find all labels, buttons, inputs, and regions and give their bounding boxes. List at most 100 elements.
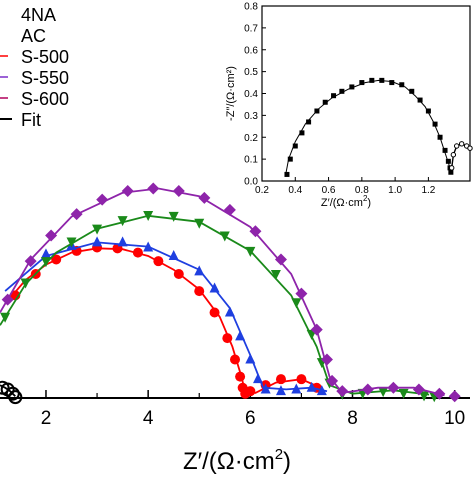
data-point-s-600 (249, 225, 262, 238)
data-point-s-600 (274, 253, 287, 266)
data-point-blue-series (224, 306, 235, 317)
data-point-s-500 (209, 307, 220, 318)
inset-y-tick-label: 0.5 (244, 67, 258, 78)
inset-data-point (432, 121, 438, 127)
inset-data-point (369, 77, 375, 83)
data-point-s-600 (361, 383, 374, 396)
inset-data-point (448, 169, 454, 175)
inset-data-point (425, 108, 431, 114)
data-point-blue-series (117, 236, 128, 247)
inset-y-axis-label: -Z″/(Ω·cm²) (225, 66, 237, 121)
data-point-green-series (291, 298, 302, 309)
x-tick-label: 6 (245, 408, 256, 429)
legend-label-ac: AC (21, 26, 46, 46)
legend-label-fit: Fit (21, 110, 41, 130)
data-point-s-600 (96, 193, 109, 206)
inset-data-point (331, 93, 337, 99)
inset-x-tick-label: 0.8 (355, 185, 369, 196)
inset-data-point (417, 97, 423, 103)
inset-y-tick-label: 0.4 (244, 89, 258, 100)
data-point-blue-series (245, 353, 256, 364)
inset-data-point (389, 80, 395, 86)
data-point-s-500 (51, 254, 62, 265)
data-point-green-series (378, 387, 389, 398)
inset-data-point (445, 158, 451, 164)
data-point-green-series (419, 391, 430, 402)
data-point-s-500 (173, 269, 184, 279)
data-point-blue-series (316, 385, 327, 396)
data-point-s-600 (336, 385, 349, 398)
fit-line-s-600 (0, 187, 445, 397)
inset-x-tick-label: 1.2 (421, 185, 435, 196)
data-point-green-series (20, 278, 31, 289)
x-axis-label-superscript: 2 (275, 446, 283, 463)
inset-loop-point (467, 145, 473, 151)
legend-label-s-550: S-550 (21, 68, 69, 88)
data-point-blue-series (40, 248, 51, 259)
data-point-green-series (219, 231, 230, 242)
inset-fit-line (284, 79, 452, 177)
data-point-4na (5, 386, 20, 401)
data-point-blue-series (209, 282, 220, 293)
data-point-s-600 (45, 229, 58, 242)
inset-y-tick-label: 0.1 (244, 155, 258, 166)
fit-line-green-series (0, 214, 430, 396)
x-tick-label: 2 (41, 408, 52, 429)
data-point-s-600 (172, 185, 185, 198)
inset-x-tick-label: 0.4 (288, 185, 302, 196)
data-point-green-series (117, 216, 128, 227)
legend-label-s-500: S-500 (21, 47, 69, 67)
data-point-s-500 (153, 256, 164, 267)
inset-x-label-close: ) (367, 197, 371, 209)
inset-data-point (339, 88, 345, 94)
inset-data-point (349, 84, 355, 90)
data-point-s-600 (412, 383, 425, 396)
inset-data-point (409, 88, 415, 94)
data-point-blue-series (194, 265, 205, 276)
data-point-green-series (92, 224, 103, 235)
legend-label-s-600: S-600 (21, 89, 69, 109)
inset-data-point (287, 156, 293, 162)
inset-data-point (442, 147, 448, 153)
data-point-s-500 (230, 354, 240, 365)
data-point-s-600 (433, 387, 446, 400)
data-point-s-600 (448, 390, 461, 403)
x-tick-label: 4 (143, 408, 154, 429)
x-tick-label: 8 (347, 408, 358, 429)
fit-line-s-500 (4, 247, 318, 394)
data-point-blue-series (168, 250, 179, 261)
inset-data-point (359, 80, 365, 86)
inset-y-tick-label: 0.0 (244, 177, 258, 188)
data-point-green-series (398, 388, 409, 399)
x-axis-label-close: ) (283, 448, 291, 474)
data-point-s-600 (310, 323, 323, 336)
data-point-blue-series (235, 330, 246, 341)
inset-y-tick-label: 0.3 (244, 111, 258, 122)
data-point-s-500 (235, 371, 246, 382)
data-point-green-series (0, 312, 11, 323)
data-point-green-series (245, 246, 256, 257)
data-point-blue-series (275, 385, 286, 396)
data-point-blue-series (291, 383, 302, 394)
data-point-green-series (40, 257, 51, 268)
data-point-green-series (143, 210, 154, 221)
data-point-4na (8, 390, 23, 405)
data-point-s-600 (223, 203, 236, 216)
data-point-s-600 (295, 287, 308, 300)
inset-x-label-superscript: 2 (363, 194, 368, 203)
data-point-s-500 (296, 374, 307, 385)
data-point-s-600 (387, 381, 400, 394)
inset-frame (261, 5, 471, 182)
inset-data-point (299, 130, 305, 136)
inset-data-point (284, 171, 290, 177)
x-axis-label: Z′/(Ω·cm2) (183, 446, 291, 474)
inset-data-point (314, 108, 320, 114)
data-point-green-series (66, 237, 77, 248)
inset-y-tick-label: 0.7 (244, 23, 258, 34)
data-point-s-600 (121, 185, 134, 198)
data-point-s-600 (70, 208, 83, 221)
inset-data-point (292, 143, 298, 149)
inset-x-tick-label: 1.0 (388, 185, 402, 196)
